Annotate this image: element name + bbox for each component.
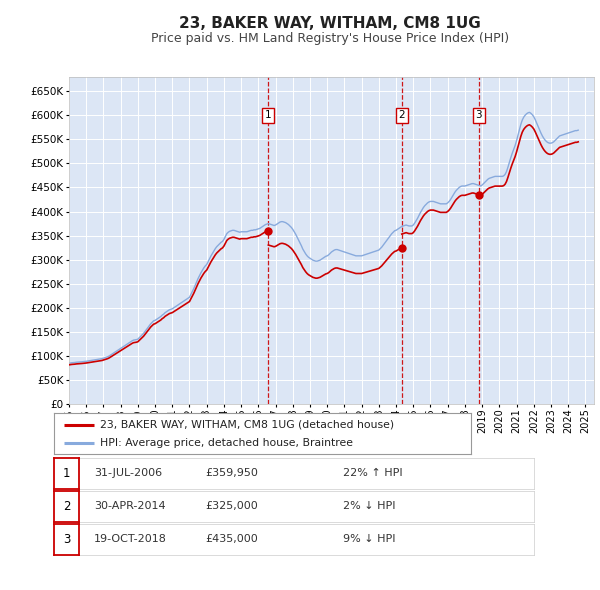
- Text: 19-OCT-2018: 19-OCT-2018: [94, 535, 167, 544]
- Text: 3: 3: [475, 110, 482, 120]
- Text: Price paid vs. HM Land Registry's House Price Index (HPI): Price paid vs. HM Land Registry's House …: [151, 32, 509, 45]
- Text: 31-JUL-2006: 31-JUL-2006: [94, 468, 163, 478]
- Text: £435,000: £435,000: [205, 535, 258, 544]
- Text: 1: 1: [265, 110, 272, 120]
- Text: 9% ↓ HPI: 9% ↓ HPI: [343, 535, 396, 544]
- Text: £359,950: £359,950: [205, 468, 258, 478]
- Text: 23, BAKER WAY, WITHAM, CM8 1UG: 23, BAKER WAY, WITHAM, CM8 1UG: [179, 16, 481, 31]
- Text: 2: 2: [63, 500, 70, 513]
- Text: 3: 3: [63, 533, 70, 546]
- Text: HPI: Average price, detached house, Braintree: HPI: Average price, detached house, Brai…: [100, 438, 353, 448]
- Text: 1: 1: [63, 467, 70, 480]
- Text: 30-APR-2014: 30-APR-2014: [94, 502, 166, 511]
- Text: 23, BAKER WAY, WITHAM, CM8 1UG (detached house): 23, BAKER WAY, WITHAM, CM8 1UG (detached…: [100, 419, 394, 430]
- Text: 2: 2: [398, 110, 405, 120]
- Text: £325,000: £325,000: [205, 502, 258, 511]
- Text: 22% ↑ HPI: 22% ↑ HPI: [343, 468, 403, 478]
- Text: 2% ↓ HPI: 2% ↓ HPI: [343, 502, 396, 511]
